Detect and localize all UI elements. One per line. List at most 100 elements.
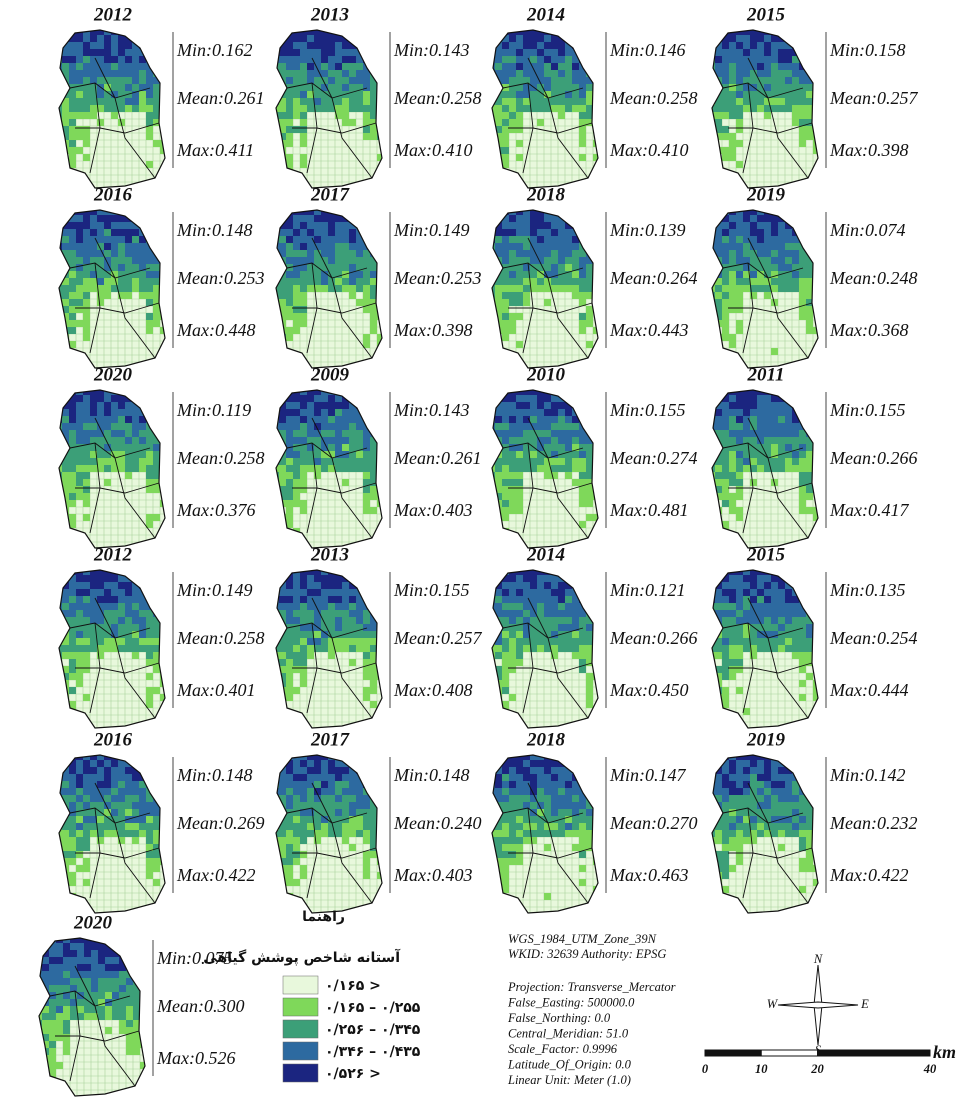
stat-mean: Mean:0.258: [609, 88, 697, 108]
map-raster: [708, 388, 820, 549]
projection-line: False_Northing: 0.0: [507, 1011, 611, 1025]
legend-swatch: [283, 1042, 318, 1060]
stat-mean: Mean:0.261: [176, 88, 264, 108]
stat-mean: Mean:0.253: [393, 268, 481, 288]
scale-segment: [761, 1050, 817, 1056]
panel-year: 2015: [746, 4, 786, 25]
panel-year: 2011: [747, 364, 785, 385]
compass-label: W: [767, 997, 779, 1011]
map-raster: [55, 753, 167, 914]
legend-swatch: [283, 976, 318, 994]
map-raster: [708, 28, 820, 189]
projection-line: Scale_Factor: 0.9996: [508, 1042, 618, 1056]
scale-unit: km: [933, 1042, 956, 1062]
stat-mean: Mean:0.257: [393, 628, 482, 648]
stat-max: Max:0.403: [393, 500, 472, 520]
map-raster: [488, 388, 600, 549]
legend-swatch: [283, 998, 318, 1016]
stat-min: Min:0.149: [393, 220, 470, 240]
map-raster: [272, 28, 384, 189]
panel-year: 2010: [526, 364, 566, 385]
stat-min: Min:0.121: [609, 580, 686, 600]
panel-year: 2014: [526, 4, 565, 25]
projection-line: Central_Meridian: 51.0: [508, 1026, 629, 1040]
stat-min: Min:0.135: [829, 580, 906, 600]
map-panel: [55, 568, 167, 729]
map-panel: [272, 568, 384, 729]
map-panel: [708, 388, 820, 549]
stat-min: Min:0.143: [393, 40, 470, 60]
map-raster: [272, 208, 384, 369]
stat-max: Max:0.422: [829, 865, 908, 885]
map-panel: [488, 388, 600, 549]
map-panel: [488, 568, 600, 729]
stat-max: Max:0.411: [176, 140, 254, 160]
legend-label: ۰/۱۶۵ – ۰/۲۵۵: [325, 1000, 421, 1016]
stat-min: Min:0.155: [829, 400, 906, 420]
map-panel: [708, 208, 820, 369]
legend-title: راهنما: [302, 909, 345, 925]
panel-year: 2012: [93, 544, 133, 565]
stat-mean: Mean:0.232: [829, 813, 917, 833]
stat-max: Max:0.417: [829, 500, 909, 520]
stat-mean: Mean:0.270: [609, 813, 697, 833]
stat-max: Max:0.410: [393, 140, 472, 160]
legend-swatch: [283, 1020, 318, 1038]
stat-min: Min:0.119: [176, 400, 251, 420]
stat-max: Max:0.448: [176, 320, 255, 340]
map-panel: [488, 208, 600, 369]
stat-max: Max:0.481: [609, 500, 688, 520]
stat-mean: Mean:0.248: [829, 268, 917, 288]
map-panel: [55, 28, 167, 189]
stat-mean: Mean:0.257: [829, 88, 918, 108]
stat-min: Min:0.158: [829, 40, 906, 60]
stat-mean: Mean:0.254: [829, 628, 917, 648]
stat-max: Max:0.443: [609, 320, 688, 340]
stat-max: Max:0.450: [609, 680, 688, 700]
panel-year: 2020: [93, 364, 133, 385]
legend-label: ۰/۵۲۶ >: [325, 1066, 381, 1082]
panel-year: 2015: [746, 544, 786, 565]
panel-year: 2019: [746, 184, 786, 205]
map-raster: [708, 208, 820, 369]
stat-max: Max:0.398: [829, 140, 908, 160]
projection-line: Projection: Transverse_Mercator: [507, 980, 676, 994]
stat-max: Max:0.398: [393, 320, 472, 340]
map-panel: [272, 208, 384, 369]
map-raster: [35, 936, 147, 1097]
panel-year: 2018: [526, 729, 566, 750]
stat-max: Max:0.408: [393, 680, 472, 700]
stat-min: Min:0.146: [609, 40, 686, 60]
stat-max: Max:0.403: [393, 865, 472, 885]
legend-label: ۰/۱۶۵ >: [325, 978, 381, 994]
stat-min: Min:0.147: [609, 765, 686, 785]
stat-mean: Mean:0.300: [156, 996, 244, 1016]
scale-label: 40: [923, 1062, 937, 1076]
projection-line: WKID: 32639 Authority: EPSG: [508, 947, 666, 961]
stat-mean: Mean:0.253: [176, 268, 264, 288]
panel-year: 2013: [310, 544, 349, 565]
legend-swatch: [283, 1064, 318, 1082]
projection-line: Latitude_Of_Origin: 0.0: [507, 1057, 632, 1071]
stat-min: Min:0.139: [609, 220, 686, 240]
legend-subtitle: آستانه شاخص پوشش گیاهی: [203, 948, 401, 966]
scale-label: 20: [810, 1062, 824, 1076]
stat-min: Min:0.143: [393, 400, 470, 420]
map-figure: 2012Min:0.162Mean:0.261Max:0.4112013Min:…: [0, 0, 959, 1099]
map-panel: [272, 28, 384, 189]
map-raster: [272, 753, 384, 914]
panel-year: 2012: [93, 4, 133, 25]
panel-year: 2019: [746, 729, 786, 750]
stat-min: Min:0.155: [609, 400, 686, 420]
stat-min: Min:0.149: [176, 580, 253, 600]
scale-label: 0: [702, 1062, 709, 1076]
map-raster: [272, 388, 384, 549]
map-raster: [55, 568, 167, 729]
panel-year: 2016: [93, 729, 133, 750]
map-panel: [55, 208, 167, 369]
map-panel: [272, 753, 384, 914]
stat-min: Min:0.148: [176, 220, 253, 240]
stat-mean: Mean:0.266: [829, 448, 917, 468]
compass-label: N: [813, 952, 823, 966]
stat-max: Max:0.526: [156, 1048, 235, 1068]
